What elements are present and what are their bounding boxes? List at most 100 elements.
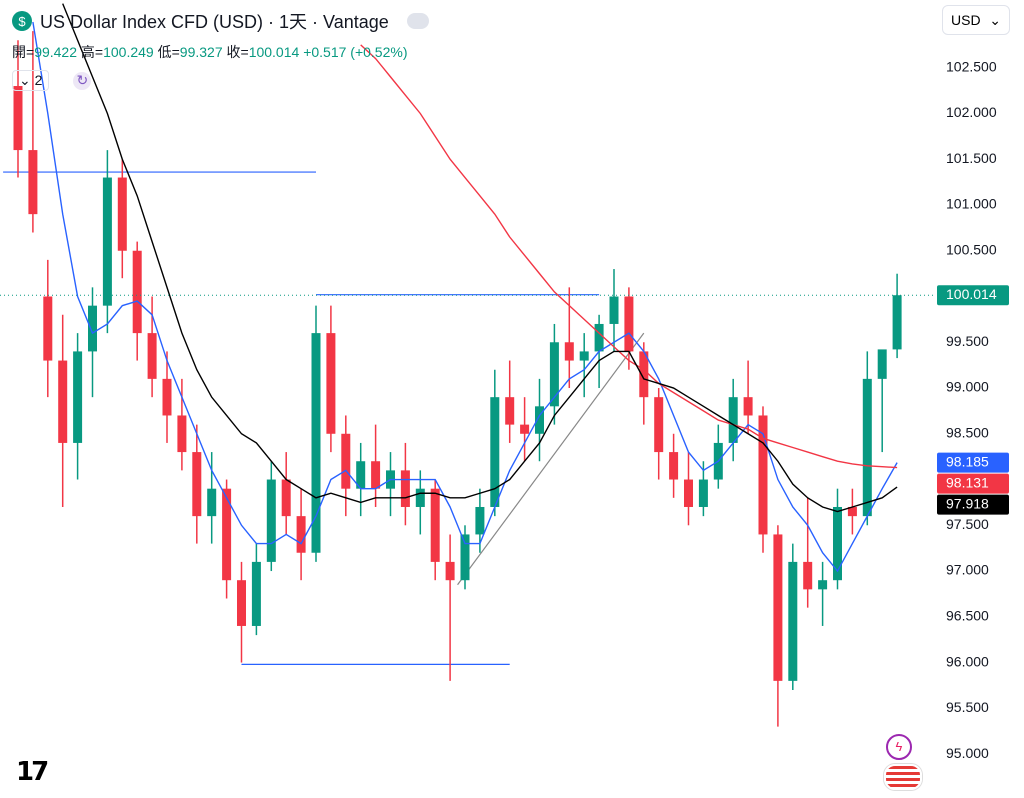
price-tag-label: 98.185	[946, 453, 989, 469]
price-tag	[937, 285, 1009, 306]
candle-body	[192, 452, 202, 517]
header: $ US Dollar Index CFD (USD) · 1天 · Vanta…	[12, 8, 429, 91]
candle-body	[237, 580, 246, 626]
candle-body	[818, 580, 828, 590]
candle-body	[609, 296, 619, 324]
candle-body	[207, 488, 217, 517]
candle-body	[728, 397, 738, 443]
candle-body	[773, 534, 783, 681]
candle-body	[445, 561, 455, 581]
y-tick-label: 96.500	[946, 608, 989, 624]
symbol-icon: $	[12, 11, 32, 31]
candle-body	[102, 177, 112, 306]
candle-body	[788, 561, 798, 681]
collapse-button[interactable]	[406, 13, 429, 29]
candle-body	[475, 506, 485, 535]
ohlc-label: 收=	[226, 44, 249, 60]
candle-body	[877, 349, 887, 379]
candle-body	[535, 406, 544, 434]
y-tick-label: 97.500	[946, 516, 989, 532]
ohlc-row: 開=99.422 高=100.249 低=99.327 收=100.014 +0…	[12, 42, 429, 62]
logo: 𝟭𝟳	[16, 756, 49, 786]
candle-body	[296, 516, 306, 553]
ohlc: 開=99.422 高=100.249 低=99.327 收=100.014	[12, 44, 303, 60]
y-tick-label: 102.000	[946, 104, 997, 120]
price-tag	[937, 494, 1009, 515]
candle-body	[28, 150, 38, 215]
price-tag-label: 97.918	[946, 495, 989, 511]
moving-average	[62, 3, 898, 513]
candle-body	[371, 461, 381, 489]
moving-average	[32, 21, 898, 573]
currency: USD	[951, 12, 981, 28]
ohlc-value: 99.327	[179, 44, 223, 60]
price-tag-label: 98.131	[946, 474, 989, 490]
candle-body	[758, 415, 768, 535]
candle-body	[669, 452, 679, 480]
y-tick-label: 101.000	[946, 196, 997, 212]
candle-body	[162, 378, 172, 416]
currency-select[interactable]: USD ⌄	[942, 5, 1010, 35]
change-pct: (+0.52%)	[350, 44, 408, 60]
indicator-count: 2	[34, 72, 43, 88]
ohlc-label: 低=	[157, 44, 180, 60]
candle-body	[430, 488, 440, 562]
moving-average	[360, 44, 898, 469]
candle-body	[520, 424, 530, 434]
candle-body	[460, 534, 470, 581]
ohlc-label: 高=	[80, 44, 104, 60]
candle-body	[549, 342, 559, 407]
candle-body	[490, 397, 500, 507]
price-tag	[937, 473, 1009, 494]
candle-body	[892, 295, 902, 350]
candle-body	[326, 333, 336, 434]
y-tick-label: 96.000	[946, 653, 989, 669]
candle-body	[117, 177, 127, 251]
candle-body	[311, 333, 321, 553]
candle-body	[356, 461, 366, 489]
candle-body	[341, 433, 351, 489]
flag-icon[interactable]	[884, 764, 922, 790]
candle-body	[579, 351, 589, 361]
price-tag	[937, 452, 1009, 473]
candle-body	[684, 479, 693, 507]
candle-body	[251, 561, 261, 626]
y-tick-label: 101.500	[946, 150, 997, 166]
ohlc-label: 開=	[12, 44, 35, 60]
candle-body	[624, 296, 634, 352]
y-tick-label: 95.500	[946, 699, 989, 715]
candle-body	[505, 397, 515, 425]
candle-body	[13, 86, 23, 151]
candle-body	[594, 323, 604, 352]
price-tag-label: 100.014	[946, 286, 997, 302]
ohlc-value: 100.249	[103, 44, 154, 60]
title-row: $ US Dollar Index CFD (USD) · 1天 · Vanta…	[12, 8, 429, 34]
y-tick-label: 98.500	[946, 424, 989, 440]
flash-icon[interactable]: ϟ	[886, 734, 912, 760]
y-tick-label: 100.500	[946, 241, 997, 257]
candle-body	[698, 479, 708, 507]
candle-body	[266, 479, 276, 562]
refresh-icon[interactable]: ↻	[73, 71, 92, 90]
candle-body	[743, 397, 753, 416]
candle-body	[862, 378, 872, 517]
ohlc-value: 99.422	[34, 44, 78, 60]
y-tick-label: 97.000	[946, 562, 989, 578]
chevron: ⌄	[989, 11, 1001, 28]
change: +0.517	[303, 44, 347, 60]
y-tick-label: 102.500	[946, 58, 997, 74]
candle-body	[222, 488, 232, 581]
candle-body	[147, 333, 157, 379]
indicator-toggle[interactable]: ⌄ 2	[12, 70, 50, 91]
candle-body	[803, 561, 813, 590]
candle-body	[43, 296, 53, 361]
candle-body	[847, 506, 857, 517]
candle-body	[415, 488, 425, 507]
title: US Dollar Index CFD (USD) · 1天 · Vantage	[40, 12, 389, 32]
candle-body	[281, 479, 291, 517]
ohlc-value: 100.014	[248, 44, 300, 60]
candle-body	[400, 470, 410, 507]
candle-body	[132, 250, 142, 334]
